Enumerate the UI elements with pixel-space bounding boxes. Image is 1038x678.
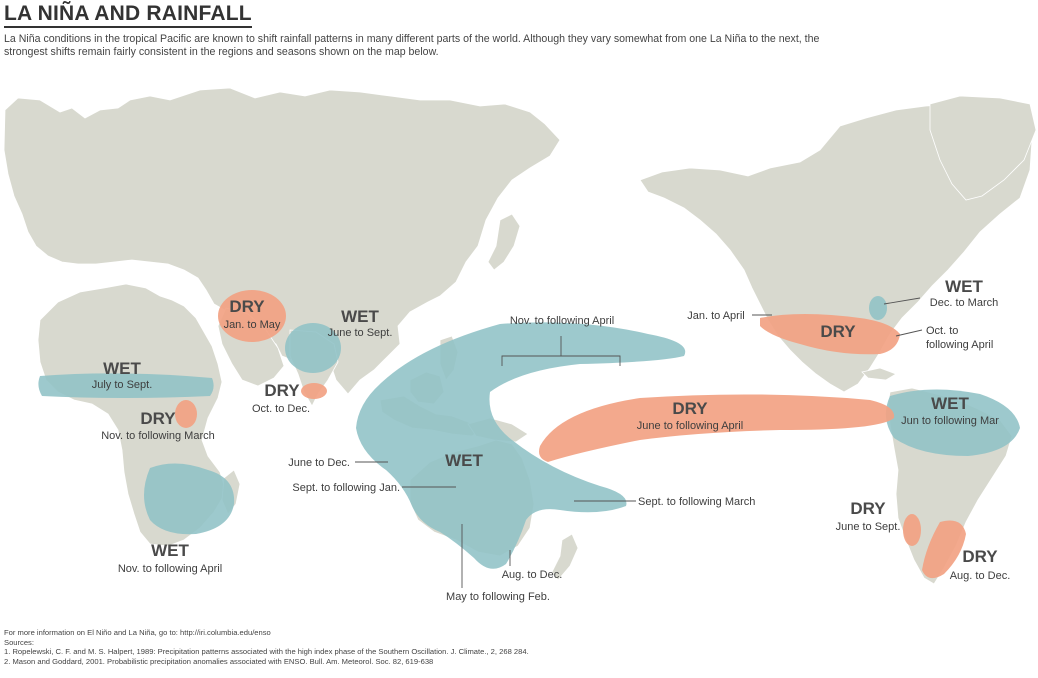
label-maritime-season-3: Sept. to following Jan. — [292, 482, 400, 494]
label-argentina-type: DRY — [962, 547, 998, 566]
label-northern-sa-type: WET — [931, 394, 969, 413]
label-southern-africa-type: WET — [151, 541, 189, 560]
label-south-asia-type: WET — [341, 307, 379, 326]
label-southern-us-type: DRY — [820, 322, 856, 341]
dry-east-africa — [175, 400, 197, 428]
label-southern-us-season-1: Oct. to — [926, 325, 958, 337]
footer-sources-label: Sources: — [4, 637, 34, 647]
land-north-america — [639, 103, 1033, 393]
dry-southern-us — [760, 314, 900, 355]
label-argentina-season: Aug. to Dec. — [950, 570, 1011, 582]
label-middle-east-season: Jan. to May — [224, 319, 281, 331]
label-maritime-season-6: May to following Feb. — [446, 591, 550, 603]
label-middle-east-type: DRY — [229, 297, 265, 316]
footer-source-1: 1. Ropelewski, C. F. and M. S. Halpert, … — [4, 647, 529, 657]
label-chile-type: DRY — [850, 499, 886, 518]
wet-southern-africa — [144, 463, 235, 535]
dry-central-pacific — [539, 394, 895, 462]
land-greenland — [929, 95, 1037, 201]
dry-zones — [175, 290, 966, 579]
dry-middle-east — [218, 290, 286, 342]
label-central-pacific-type: DRY — [672, 399, 708, 418]
wet-maritime — [356, 322, 686, 569]
footer-source-2: 2. Mason and Goddard, 2001. Probabilisti… — [4, 656, 434, 666]
page-title: LA NIÑA AND RAINFALL — [4, 2, 252, 28]
label-sahel-type: WET — [103, 359, 141, 378]
label-maritime-season-1: Nov. to following April — [510, 315, 614, 327]
label-southeast-india-type: DRY — [264, 381, 300, 400]
land-japan — [487, 213, 521, 271]
leader-lines — [355, 297, 923, 588]
label-central-pacific-season: June to following April — [637, 420, 743, 432]
label-sahel-season: July to Sept. — [92, 379, 153, 391]
label-south-asia-season: June to Sept. — [328, 327, 393, 339]
label-east-africa-type: DRY — [140, 409, 176, 428]
land-eurasia — [3, 87, 561, 395]
footer-more-info: For more information on El Niño and La N… — [4, 628, 271, 637]
label-southeast-india-season: Oct. to Dec. — [252, 403, 310, 415]
footer: For more information on El Niño and La N… — [4, 628, 1004, 666]
intro-text: La Niña conditions in the tropical Pacif… — [4, 33, 820, 58]
wet-sahel — [38, 373, 214, 398]
land-caribbean — [861, 367, 897, 381]
label-maritime-season-5: Aug. to Dec. — [502, 569, 563, 581]
label-ohio-valley-type: WET — [945, 277, 983, 296]
label-chile-season: June to Sept. — [836, 521, 901, 533]
wet-ohio-valley — [869, 296, 887, 320]
label-southern-africa-season: Nov. to following April — [118, 563, 222, 575]
label-east-africa-season: Nov. to following March — [101, 430, 215, 442]
land-new-zealand — [551, 533, 579, 581]
label-maritime-season-2: June to Dec. — [288, 457, 350, 469]
label-maritime-season-4: Sept. to following March — [638, 496, 755, 508]
label-southern-us-season-2: following April — [926, 339, 993, 351]
wet-zones — [38, 296, 1020, 569]
wet-south-asia — [285, 323, 341, 373]
dry-argentina — [922, 520, 966, 579]
label-maritime-type: WET — [445, 451, 483, 470]
label-ohio-valley-season: Dec. to March — [930, 297, 998, 309]
label-northern-sa-season: Jun to following Mar — [901, 415, 999, 427]
label-southern-us-extra: Jan. to April — [687, 310, 744, 322]
wet-northern-south-america — [885, 389, 1020, 456]
bracket-nov-april — [501, 336, 621, 366]
dry-southeast-india — [301, 383, 327, 399]
dry-chile — [903, 514, 921, 546]
